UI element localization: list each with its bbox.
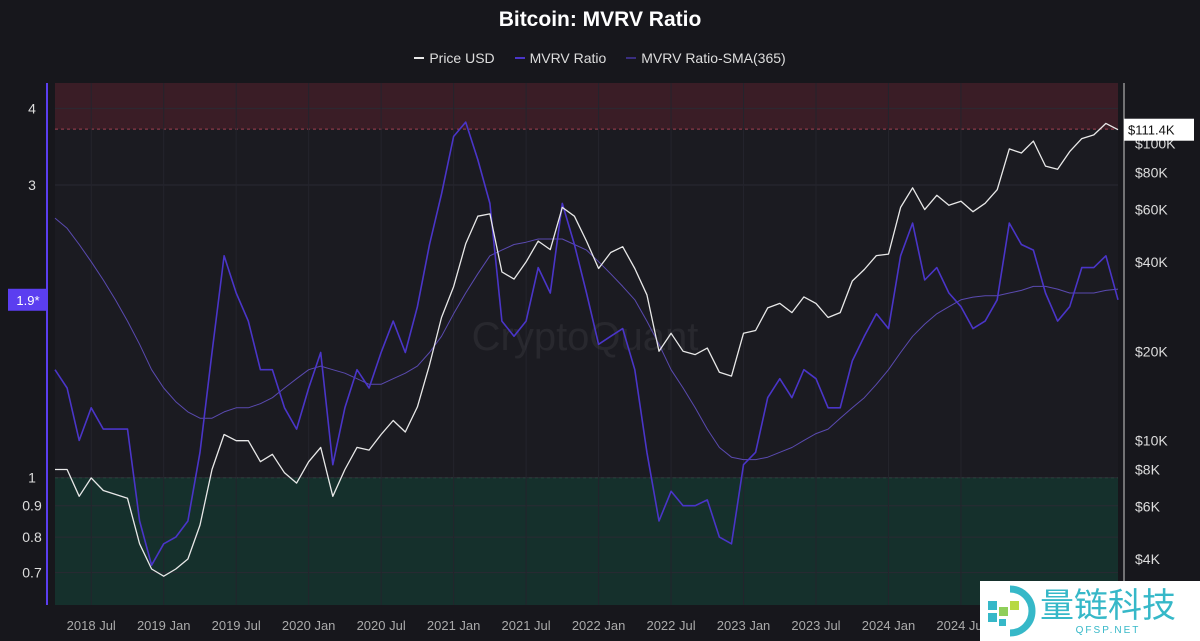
logo-mark-icon (988, 585, 1036, 637)
current-mvrv-badge (8, 288, 48, 311)
legend-item-mvrv[interactable]: MVRV Ratio (514, 50, 607, 66)
x-tick-label: 2018 Jul (67, 618, 116, 633)
right-tick-label: $80K (1135, 164, 1168, 180)
legend-swatch (626, 57, 637, 59)
x-tick-label: 2021 Jan (427, 618, 481, 633)
logo-subtext: QFSP.NET (1075, 624, 1141, 636)
current-price-badge (1124, 118, 1194, 141)
x-tick-label: 2021 Jul (502, 618, 551, 633)
x-tick-label: 2022 Jan (572, 618, 626, 633)
current-price-label: $111.4K (1128, 123, 1175, 138)
left-tick-label: 0.8 (22, 529, 42, 545)
legend-swatch (414, 57, 425, 59)
watermark: CryptoQuant (472, 315, 699, 359)
legend-swatch (514, 57, 525, 59)
series-line-sma (54, 217, 1119, 461)
zone-undervalued (55, 477, 1118, 605)
legend: Price USD MVRV Ratio MVRV Ratio-SMA(365) (0, 46, 1200, 66)
legend-label: Price USD (429, 50, 495, 66)
right-tick-label: $10K (1135, 433, 1168, 449)
legend-item-sma[interactable]: MVRV Ratio-SMA(365) (626, 50, 786, 66)
right-tick-label: $20K (1135, 343, 1168, 359)
logo: 量链科技 QFSP.NET (980, 581, 1200, 641)
current-mvrv-label: 1.9* (16, 293, 39, 308)
legend-label: MVRV Ratio (529, 50, 607, 66)
legend-label: MVRV Ratio-SMA(365) (641, 50, 786, 66)
logo-text: 量链科技 (1040, 585, 1176, 626)
zone-overvalued (55, 83, 1118, 130)
series-line-mvrv (54, 121, 1119, 567)
x-tick-label: 2023 Jul (791, 618, 840, 633)
left-tick-label: 0.9 (22, 498, 42, 514)
right-tick-label: $4K (1135, 551, 1161, 567)
x-tick-label: 2024 Jan (862, 618, 916, 633)
left-tick-label: 1 (28, 470, 36, 486)
series-line-price (55, 122, 1119, 577)
legend-item-price[interactable]: Price USD (414, 50, 495, 66)
x-tick-label: 2019 Jan (137, 618, 191, 633)
x-tick-label: 2024 Jul (936, 618, 985, 633)
left-tick-label: 3 (28, 177, 36, 193)
x-tick-label: 2020 Jan (282, 618, 336, 633)
x-tick-label: 2022 Jul (646, 618, 695, 633)
right-tick-label: $60K (1135, 202, 1168, 218)
x-tick-label: 2020 Jul (357, 618, 406, 633)
left-tick-label: 4 (28, 100, 36, 116)
right-tick-label: $8K (1135, 462, 1161, 478)
x-tick-label: 2023 Jan (717, 618, 771, 633)
left-tick-label: 0.7 (22, 565, 42, 581)
right-tick-label: $40K (1135, 254, 1168, 270)
right-tick-label: $6K (1135, 499, 1161, 515)
x-tick-label: 2019 Jul (212, 618, 261, 633)
chart-title: Bitcoin: MVRV Ratio (498, 8, 702, 31)
